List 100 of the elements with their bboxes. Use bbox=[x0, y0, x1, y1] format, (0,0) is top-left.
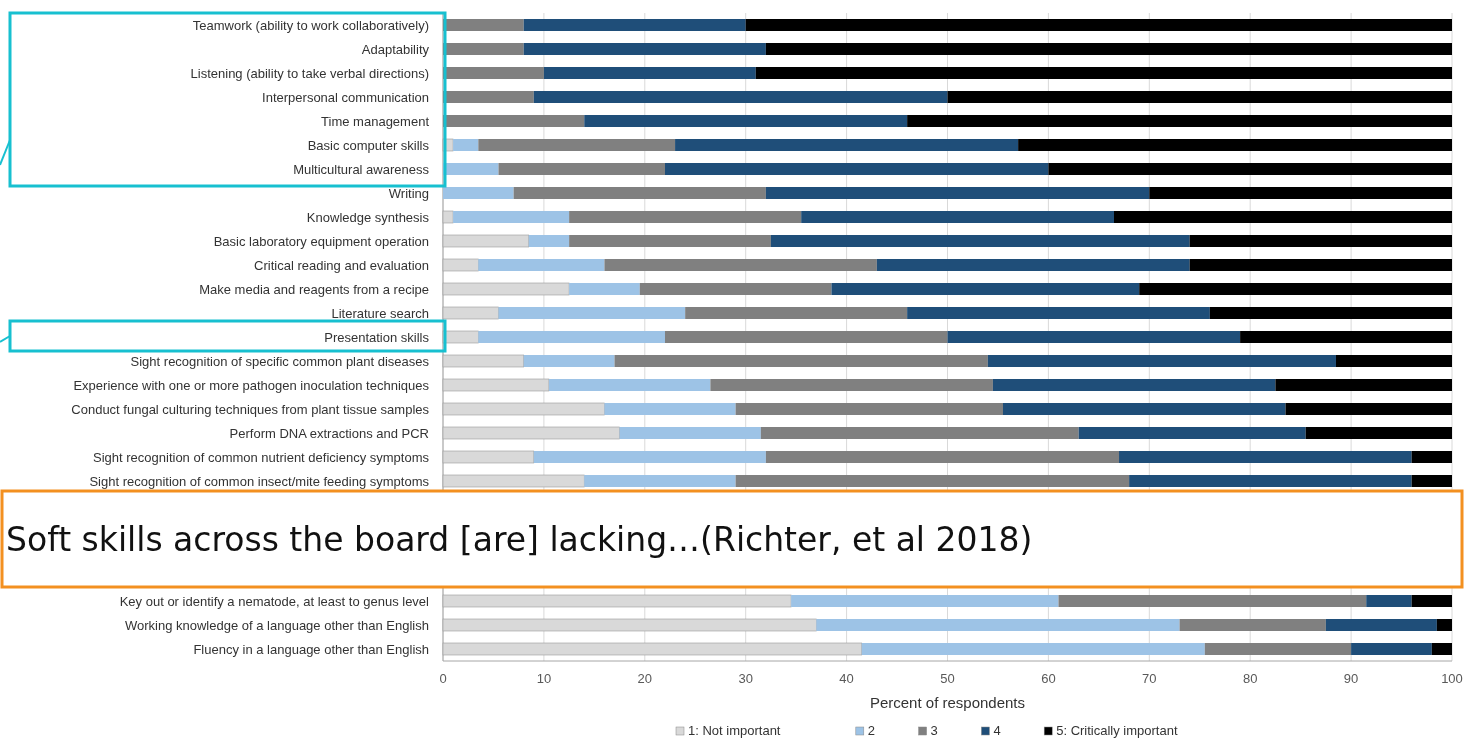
bar bbox=[765, 187, 1150, 199]
bar bbox=[478, 139, 676, 151]
bar bbox=[453, 211, 570, 223]
annotation: Soft skills across the board [are] lacking…(Richter, et al 2018) bbox=[6, 519, 1033, 559]
bar bbox=[443, 19, 524, 31]
bar bbox=[569, 235, 771, 247]
bar bbox=[443, 187, 514, 199]
y-tick-label: Adaptability bbox=[361, 41, 430, 57]
bar bbox=[443, 115, 585, 127]
bar bbox=[513, 187, 766, 199]
bar bbox=[992, 379, 1276, 391]
bar bbox=[735, 403, 1003, 415]
bar bbox=[1366, 595, 1412, 607]
y-tick-label: Time management bbox=[321, 113, 430, 129]
legend-label: 4 bbox=[993, 723, 1001, 738]
bar bbox=[528, 235, 570, 247]
x-tick-label: 0 bbox=[439, 671, 447, 686]
x-axis-title: Percent of respondents bbox=[869, 694, 1026, 711]
bar bbox=[533, 91, 948, 103]
bar bbox=[1411, 595, 1452, 607]
bar bbox=[1189, 235, 1452, 247]
bar bbox=[443, 67, 544, 79]
y-tick-label: Working knowledge of a language other than English bbox=[124, 617, 429, 633]
bar bbox=[523, 43, 766, 55]
bar bbox=[755, 67, 1452, 79]
bar bbox=[1285, 403, 1453, 415]
bar bbox=[1048, 163, 1452, 175]
bar bbox=[498, 163, 665, 175]
bar bbox=[760, 427, 1079, 439]
x-tick-label: 60 bbox=[1041, 671, 1056, 686]
bar bbox=[443, 43, 524, 55]
bar bbox=[1411, 451, 1452, 463]
bar bbox=[523, 19, 746, 31]
bar bbox=[548, 379, 711, 391]
bar bbox=[1149, 187, 1452, 199]
bar bbox=[1351, 643, 1432, 655]
x-tick-label: 20 bbox=[637, 671, 653, 686]
bar bbox=[478, 259, 605, 271]
bar bbox=[907, 307, 1210, 319]
bar bbox=[765, 451, 1120, 463]
y-tick-label: Interpersonal communication bbox=[262, 89, 429, 105]
y-tick-label: Sight recognition of common nutrient deficiency symptoms bbox=[93, 449, 430, 465]
bar bbox=[861, 643, 1205, 655]
bar bbox=[1275, 379, 1453, 391]
y-tick-label: Critical reading and evaluation bbox=[254, 257, 429, 273]
bar bbox=[604, 259, 877, 271]
bar bbox=[604, 403, 736, 415]
y-tick-label: Perform DNA extractions and PCR bbox=[229, 425, 429, 441]
y-tick-label: Knowledge synthesis bbox=[306, 209, 430, 225]
bar bbox=[765, 43, 1452, 55]
bar bbox=[1325, 619, 1437, 631]
bar bbox=[710, 379, 993, 391]
bar bbox=[1018, 139, 1452, 151]
bar bbox=[1002, 403, 1286, 415]
bar bbox=[569, 283, 640, 295]
bar bbox=[453, 139, 479, 151]
bar bbox=[1240, 331, 1452, 343]
y-tick-label: Basic computer skills bbox=[307, 137, 430, 153]
bar bbox=[831, 283, 1140, 295]
y-tick-label: Key out or identify a nematode, at least to genus level bbox=[119, 593, 430, 609]
x-tick-label: 80 bbox=[1242, 671, 1258, 686]
x-tick-label: 100 bbox=[1441, 671, 1463, 686]
y-tick-label: Sight recognition of specific common plant diseases bbox=[130, 353, 430, 369]
bar bbox=[1411, 475, 1452, 487]
bar bbox=[1209, 307, 1452, 319]
legend-label: 3 bbox=[930, 723, 938, 738]
bar bbox=[1179, 619, 1326, 631]
bar bbox=[543, 67, 756, 79]
bar bbox=[947, 331, 1241, 343]
bar bbox=[685, 307, 908, 319]
bar bbox=[816, 619, 1180, 631]
x-tick-label: 50 bbox=[940, 671, 955, 686]
bar bbox=[569, 211, 802, 223]
y-tick-label: Fluency in a language other than English bbox=[193, 641, 429, 657]
bar bbox=[664, 331, 948, 343]
bar bbox=[987, 355, 1336, 367]
bar bbox=[770, 235, 1190, 247]
bar bbox=[1129, 475, 1412, 487]
y-tick-label: Literature search bbox=[331, 305, 429, 321]
bar bbox=[443, 91, 534, 103]
bar bbox=[498, 307, 686, 319]
bar bbox=[1113, 211, 1452, 223]
bar bbox=[1139, 283, 1452, 295]
bar bbox=[1335, 355, 1452, 367]
y-tick-label: Basic laboratory equipment operation bbox=[213, 233, 429, 249]
bar bbox=[791, 595, 1059, 607]
bar bbox=[639, 283, 832, 295]
y-tick-label: Writing bbox=[388, 185, 429, 201]
bar bbox=[1305, 427, 1452, 439]
x-tick-label: 90 bbox=[1343, 671, 1359, 686]
bar bbox=[1189, 259, 1452, 271]
bar bbox=[523, 355, 615, 367]
x-tick-label: 30 bbox=[738, 671, 753, 686]
y-tick-label: Experience with one or more pathogen inoculation techniques bbox=[73, 377, 430, 393]
bar bbox=[1436, 619, 1452, 631]
y-tick-label: Conduct fungal culturing techniques from plant tissue samples bbox=[71, 401, 430, 417]
x-tick-label: 40 bbox=[839, 671, 854, 686]
bar bbox=[1078, 427, 1306, 439]
bar bbox=[533, 451, 766, 463]
bar bbox=[584, 475, 736, 487]
